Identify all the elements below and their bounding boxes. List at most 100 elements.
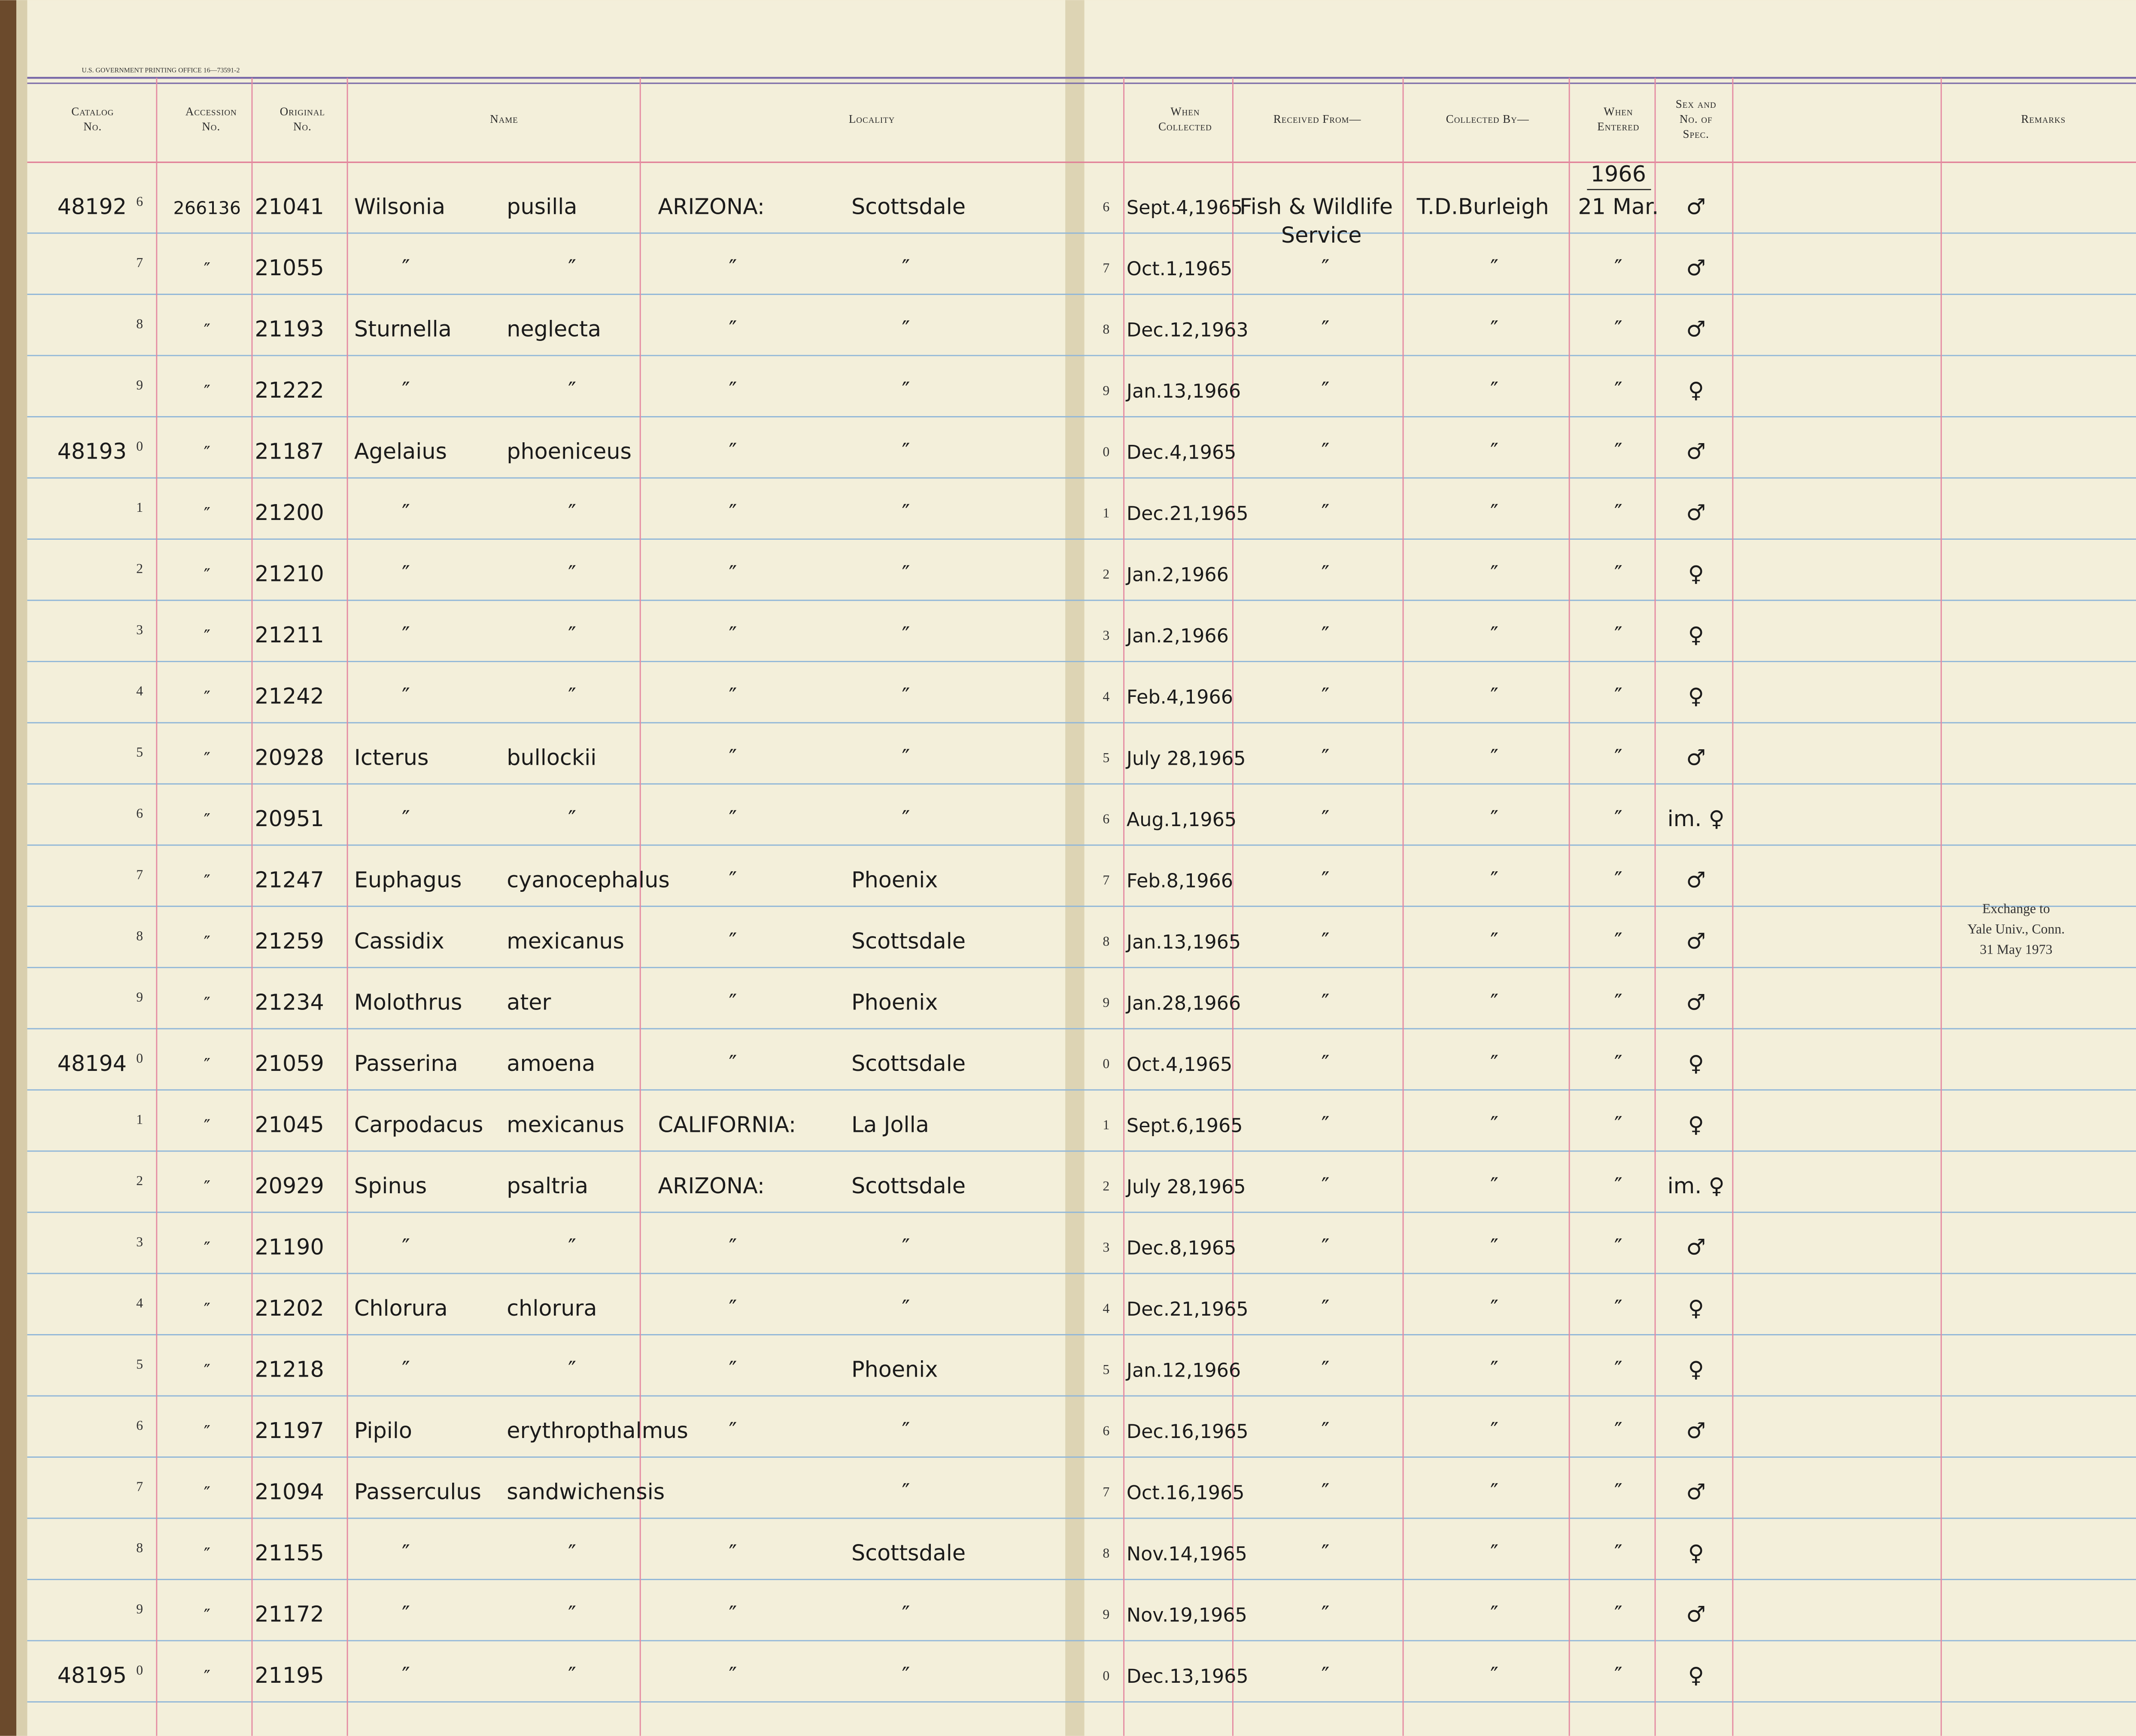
line-digit: 9 [1103, 383, 1109, 398]
accession: ″ [204, 1116, 210, 1136]
digit: 9 [136, 1602, 143, 1617]
original: 21190 [255, 1234, 324, 1259]
state: ″ [729, 377, 737, 403]
digit: 1 [136, 500, 143, 515]
collected-by: ″ [1490, 1418, 1498, 1443]
column-header: Sex and [1676, 97, 1717, 110]
original: 21200 [255, 500, 324, 525]
collected-by: ″ [1490, 1234, 1498, 1259]
original: 21055 [255, 255, 324, 280]
genus: ″ [402, 684, 410, 709]
species: ″ [568, 1602, 576, 1627]
collected: Dec.16,1965 [1127, 1421, 1249, 1443]
entered: ″ [1614, 1418, 1623, 1443]
collected-by: ″ [1490, 745, 1498, 770]
column-header: Accession [185, 105, 237, 118]
genus: ″ [402, 561, 410, 587]
digit: 2 [136, 1173, 143, 1188]
column-header: Original [280, 105, 325, 118]
sex: ♂ [1686, 500, 1705, 525]
entered: ″ [1614, 684, 1623, 709]
accession: ″ [204, 993, 210, 1014]
entered: ″ [1614, 1540, 1623, 1566]
digit: 8 [136, 1540, 143, 1555]
printer-imprint: U.S. GOVERNMENT PRINTING OFFICE 16—73591… [82, 67, 240, 74]
entered: ″ [1614, 1234, 1623, 1259]
collected: Dec.21,1965 [1127, 503, 1249, 525]
sex: ♀ [1688, 561, 1704, 587]
collected-by: ″ [1490, 316, 1498, 342]
collected: Oct.4,1965 [1127, 1054, 1232, 1076]
accession: ″ [204, 1605, 210, 1626]
genus: Passerina [354, 1051, 458, 1076]
digit: 6 [136, 1418, 143, 1433]
gutter [1065, 0, 1085, 1736]
column-header: Name [490, 112, 518, 125]
collected-by: ″ [1490, 1479, 1498, 1505]
sex: ♀ [1688, 1540, 1704, 1566]
received: ″ [1322, 1479, 1330, 1505]
species: ″ [568, 684, 576, 709]
sex: ♂ [1686, 989, 1705, 1015]
sex: ♀ [1688, 622, 1704, 648]
collected-by: ″ [1490, 806, 1498, 831]
state: ″ [729, 622, 737, 648]
accession: ″ [204, 259, 210, 280]
accession: ″ [204, 687, 210, 708]
collected: Jan.13,1966 [1125, 380, 1241, 402]
species: bullockii [507, 745, 596, 770]
sex: ♂ [1686, 194, 1705, 219]
collected: Jan.28,1966 [1125, 992, 1241, 1014]
accession: ″ [204, 443, 210, 463]
remarks: Yale Univ., Conn. [1968, 921, 2065, 936]
received: ″ [1322, 1356, 1330, 1382]
species: ″ [568, 1540, 576, 1566]
sex: ♀ [1688, 1356, 1704, 1382]
state: ″ [729, 745, 737, 770]
received: ″ [1322, 1051, 1330, 1076]
locality: ″ [902, 1418, 910, 1443]
locality: Scottsdale [851, 1540, 966, 1566]
locality: Scottsdale [851, 1173, 966, 1198]
original: 21211 [255, 622, 324, 648]
grid [27, 78, 2136, 1736]
state: ″ [729, 255, 737, 280]
species: ″ [568, 500, 576, 525]
line-digit: 4 [1103, 689, 1109, 704]
entered: ″ [1614, 377, 1623, 403]
digit: 3 [136, 622, 143, 637]
collected: Oct.16,1965 [1127, 1482, 1245, 1504]
received: ″ [1322, 1112, 1330, 1137]
collected: Nov.14,1965 [1127, 1543, 1247, 1565]
species: mexicanus [507, 928, 624, 954]
locality: Phoenix [851, 989, 938, 1015]
collected-by: ″ [1490, 377, 1498, 403]
sex: ♀ [1688, 1112, 1704, 1137]
collected: Dec.12,1963 [1127, 319, 1249, 341]
digit: 9 [136, 989, 143, 1004]
digit: 8 [136, 928, 143, 943]
accession: ″ [204, 381, 210, 402]
original: 21045 [255, 1112, 324, 1137]
state: ″ [729, 316, 737, 342]
state: ″ [729, 867, 737, 892]
received: ″ [1322, 1663, 1330, 1688]
accession: ″ [204, 320, 210, 341]
accession: ″ [204, 871, 210, 891]
received: ″ [1322, 255, 1330, 280]
state: ″ [729, 439, 737, 464]
collected-by: ″ [1490, 255, 1498, 280]
locality: ″ [902, 1602, 910, 1627]
catalog: 48194 [58, 1051, 127, 1076]
digit: 0 [136, 1051, 143, 1066]
species: amoena [507, 1051, 595, 1076]
genus: ″ [402, 500, 410, 525]
species: erythropthalmus [507, 1418, 688, 1443]
locality: ″ [902, 561, 910, 587]
locality: ″ [902, 745, 910, 770]
species: neglecta [507, 316, 601, 342]
received: ″ [1322, 1540, 1330, 1566]
sex: ♂ [1686, 316, 1705, 342]
original: 21195 [255, 1663, 324, 1688]
column-header: Remarks [2021, 112, 2066, 125]
